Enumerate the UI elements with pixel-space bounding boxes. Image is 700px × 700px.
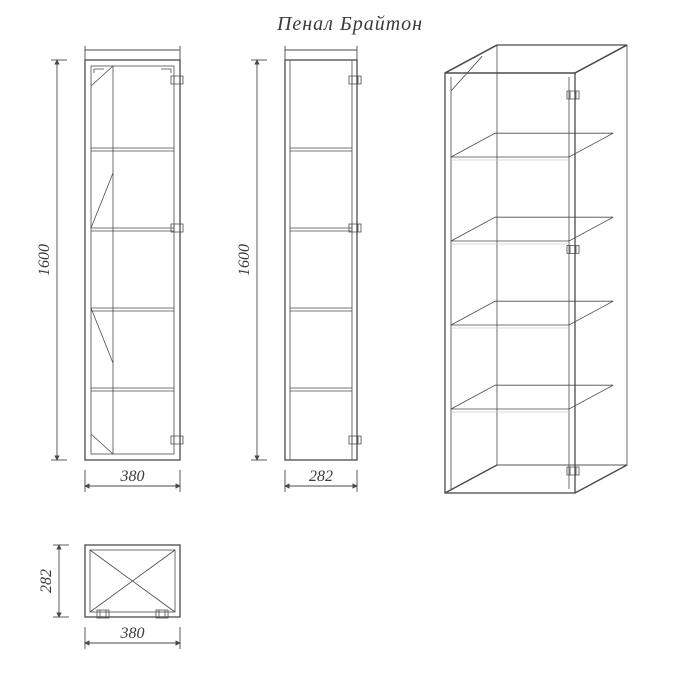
top-view (85, 545, 180, 618)
drawing-title: Пенал Брайтон (276, 13, 423, 35)
svg-text:380: 380 (120, 468, 145, 485)
isometric-view (445, 45, 627, 493)
technical-drawing: Пенал Брайтон 1600 380 1600 282 282 380 (0, 0, 700, 700)
svg-text:1600: 1600 (236, 244, 253, 276)
svg-text:282: 282 (309, 468, 333, 485)
svg-text:282: 282 (38, 569, 55, 593)
svg-text:380: 380 (120, 625, 145, 642)
front-view (85, 46, 183, 460)
side-view (285, 46, 361, 460)
svg-text:1600: 1600 (36, 244, 53, 276)
